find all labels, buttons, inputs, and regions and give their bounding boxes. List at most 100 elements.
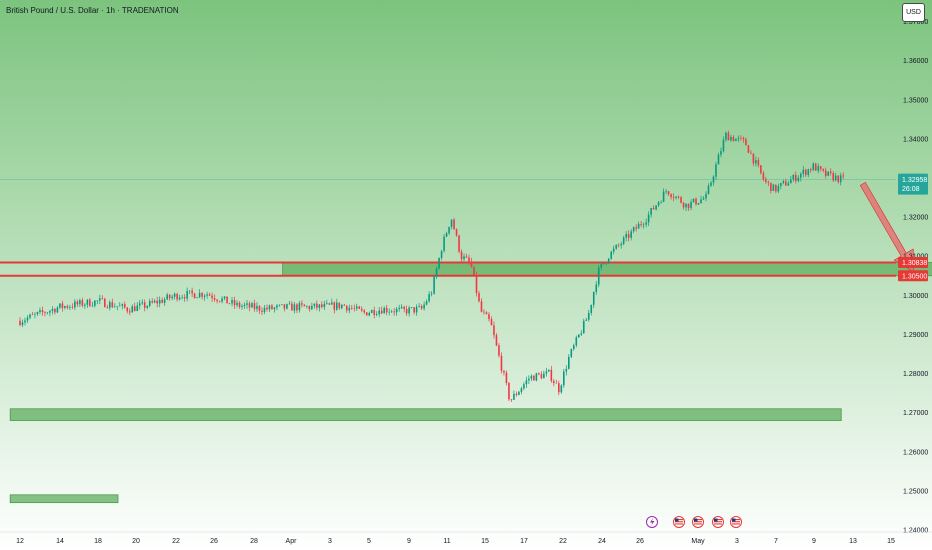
candle-body <box>106 307 109 308</box>
candle-body <box>291 303 293 311</box>
candle-body <box>595 284 598 292</box>
candle-body <box>790 179 792 184</box>
flag-stripe <box>732 523 740 525</box>
candle-body <box>104 298 106 308</box>
time-tick-label: 28 <box>250 538 258 545</box>
candle-body <box>54 308 56 313</box>
candle-body <box>34 313 36 315</box>
candle-body <box>383 307 386 314</box>
us-flag-icon[interactable] <box>730 516 742 528</box>
candle-body <box>473 266 475 276</box>
candle-body <box>111 302 114 308</box>
candle-body <box>612 248 615 252</box>
chart-title: British Pound / U.S. Dollar · 1h · TRADE… <box>6 6 179 15</box>
candle-body <box>568 356 570 369</box>
candle-body <box>266 307 268 310</box>
candle-body <box>89 299 91 307</box>
candle-body <box>74 301 76 308</box>
candle-body <box>221 298 223 302</box>
candle-body <box>398 307 400 309</box>
candle-body <box>478 293 480 302</box>
candle-body <box>29 314 31 318</box>
candle-body <box>528 378 530 381</box>
lightning-icon[interactable] <box>646 516 658 528</box>
candle-body <box>812 163 815 171</box>
candle-body <box>513 393 515 400</box>
candle-body <box>238 302 241 307</box>
candle-body <box>121 304 124 306</box>
us-flag-icon[interactable] <box>692 516 704 528</box>
candle-body <box>208 294 211 296</box>
us-flag-icon[interactable] <box>673 516 685 528</box>
candle-body <box>21 322 24 326</box>
candle-body <box>775 184 777 192</box>
candle-body <box>832 173 835 181</box>
support-zone[interactable] <box>9 494 119 504</box>
candle-body <box>592 291 595 305</box>
candle-body <box>158 299 161 304</box>
candle-body <box>253 303 256 309</box>
candle-body <box>94 300 96 306</box>
candle-body <box>271 305 273 310</box>
candle-body <box>298 303 301 311</box>
candle-body <box>198 292 201 298</box>
candle-body <box>458 235 460 252</box>
candle-body <box>737 137 740 139</box>
candle-body <box>355 306 358 309</box>
candle-body <box>690 201 692 209</box>
price-tick-label: 1.35000 <box>903 97 928 104</box>
candle-body <box>415 306 418 313</box>
current-price-label: 1.32958 <box>902 177 927 184</box>
candle-body <box>256 305 258 309</box>
candle-body <box>316 303 318 308</box>
candle-body <box>795 174 797 182</box>
price-tick-label: 1.29000 <box>903 332 928 339</box>
candle-body <box>488 314 490 319</box>
candle-body <box>587 312 590 320</box>
candle-body <box>804 169 807 175</box>
candle-body <box>448 226 450 234</box>
candle-body <box>353 308 356 309</box>
candle-body <box>572 345 575 350</box>
candle-body <box>51 308 54 311</box>
candle-body <box>64 306 66 308</box>
flag-stripe <box>714 523 722 525</box>
currency-button[interactable]: USD <box>902 3 925 22</box>
candle-body <box>814 163 817 171</box>
level-price-label: 1.30500 <box>902 273 927 280</box>
flag-canton <box>694 518 698 522</box>
us-flag-icon[interactable] <box>712 516 724 528</box>
candle-body <box>677 196 680 198</box>
candle-body <box>622 237 625 244</box>
candle-body <box>211 295 213 299</box>
candle-body <box>642 224 645 226</box>
candle-body <box>166 294 168 300</box>
flag-stripe <box>694 523 702 525</box>
candle-body <box>96 300 99 302</box>
time-tick-label: 26 <box>636 538 644 545</box>
candle-body <box>725 132 727 140</box>
candle-body <box>236 302 238 306</box>
candle-body <box>323 303 326 308</box>
candle-body <box>156 300 158 304</box>
candle-body <box>196 297 198 299</box>
candle-body <box>213 298 216 300</box>
candle-body <box>777 185 780 192</box>
support-zone[interactable] <box>282 262 932 277</box>
flag-stripe <box>694 521 702 523</box>
support-zone[interactable] <box>9 408 842 421</box>
candle-body <box>585 319 588 321</box>
candle-body <box>615 244 617 249</box>
time-tick-label: Apr <box>286 538 298 545</box>
candle-body <box>732 136 735 142</box>
candle-body <box>338 302 341 309</box>
candle-body <box>400 306 403 308</box>
candle-body <box>56 307 59 313</box>
candle-body <box>785 181 787 186</box>
price-tick-label: 1.28000 <box>903 371 928 378</box>
candle-body <box>380 310 383 314</box>
candle-body <box>133 306 136 311</box>
candle-body <box>819 166 822 169</box>
